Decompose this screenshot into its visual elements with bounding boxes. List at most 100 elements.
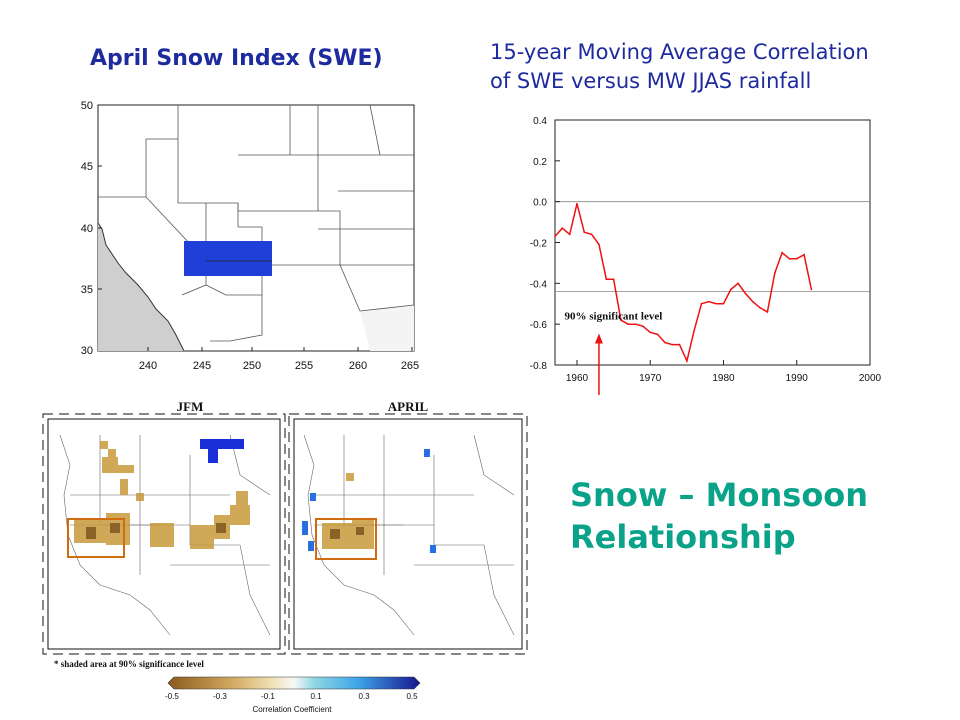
colorbar-tick: -0.3 [213,692,227,701]
data-point [708,300,710,303]
significance-footnote: * shaded area at 90% significance level [54,659,204,669]
y-tick-label: 0.4 [533,116,547,127]
y-tick-label: -0.6 [530,320,548,331]
correlation-title-line1: 15-year Moving Average Correlation [490,40,869,64]
data-point [561,227,564,230]
data-point [649,331,652,334]
map1-x-labels: 240 245 250 255 260 265 [139,360,419,372]
data-point [612,278,615,281]
lat-label: 35 [81,284,93,296]
lon-label: 260 [349,360,367,372]
data-point [620,319,622,321]
plot-frame [554,119,871,366]
data-point [671,343,674,346]
correlation-series-line [554,203,813,364]
map1-y-labels: 50 45 40 35 30 [81,100,93,357]
jfm-title: JFM [177,399,204,414]
data-point [568,233,571,236]
data-point [715,302,717,305]
lon-label: 255 [295,360,313,372]
data-point [605,278,608,281]
data-point [554,235,556,238]
data-point [693,329,695,332]
x-axis: 1960 1970 1980 1990 2000 [566,360,882,384]
significance-label: 90% significant level [565,311,663,323]
data-point [744,292,747,295]
colorbar-tick: 0.5 [406,692,418,701]
ocean-area [98,223,184,351]
data-point [737,282,739,285]
series-points [554,202,813,362]
data-point [773,272,776,274]
x-tick-label: 1970 [639,373,662,384]
lat-label: 50 [81,100,93,112]
april-title: APRIL [388,399,429,414]
x-tick-label: 1990 [786,373,809,384]
data-point [634,323,637,325]
correlation-maps: JFM APRIL [42,399,528,714]
data-point [766,311,769,313]
correlation-title: 15-year Moving Average Correlation of SW… [490,38,869,96]
data-point [795,258,798,260]
map1-ticks [98,104,413,351]
data-point [678,343,681,346]
april-map [288,413,528,655]
jfm-map [42,413,286,655]
colorbar: -0.5 -0.3 -0.1 0.1 0.3 0.5 Correlation C… [165,676,421,714]
correlation-title-line2: of SWE versus MW JJAS rainfall [490,69,812,93]
y-tick-label: 0.2 [533,157,547,168]
colorbar-tick: -0.1 [261,692,275,701]
lat-label: 40 [81,223,93,235]
lat-label: 30 [81,345,93,357]
y-axis: 0.4 0.2 0.0 -0.2 -0.4 -0.6 -0.8 [530,116,560,372]
colorbar-label: Correlation Coefficient [252,705,332,714]
lon-label: 240 [139,360,157,372]
y-tick-label: -0.8 [530,361,548,372]
x-tick-label: 2000 [859,373,882,384]
lon-label: 265 [401,360,419,372]
april-region-box [315,518,377,560]
data-point [590,233,593,236]
heading-line1: Snow – Monsoon [570,476,869,514]
data-point [722,302,725,305]
snow-monsoon-heading: Snow – Monsoon Relationship [570,474,868,558]
colorbar-strip [167,676,421,690]
data-point [730,288,732,291]
lon-label: 250 [243,360,261,372]
correlation-line-chart: 0.40.20.0-0.2-0.4-0.6-0.8 1960 1970 1980 19… [530,116,882,395]
lon-label: 245 [193,360,211,372]
data-point [627,323,630,325]
data-point [576,202,578,205]
heading-line2: Relationship [570,518,796,556]
colorbar-tick: 0.3 [358,692,370,701]
reference-lines [555,201,870,292]
x-tick-label: 1980 [712,373,735,384]
data-point [642,325,644,328]
y-tick-label: -0.4 [530,279,548,290]
data-point [656,333,659,336]
gulf-area [360,305,414,351]
data-point [781,251,783,254]
y-tick-label: 0.0 [533,198,547,209]
data-point [583,231,586,234]
data-point [810,288,813,291]
data-point [664,341,666,344]
snow-index-map: 50 45 40 35 30 240 245 250 255 260 265 [81,100,419,372]
data-point [686,360,688,362]
snow-index-box [184,241,272,276]
lat-label: 45 [81,161,93,173]
data-point [803,253,805,256]
jfm-region-box [67,518,125,558]
colorbar-tick: -0.5 [165,692,179,701]
arrow-head [594,333,603,344]
data-point [751,300,754,303]
coastline [97,222,185,352]
x-tick-label: 1960 [566,373,589,384]
colorbar-tick: 0.1 [310,692,322,701]
y-tick-label: -0.2 [530,239,548,250]
data-point [598,243,600,246]
data-point [700,302,703,305]
snow-index-title: April Snow Index (SWE) [90,46,383,71]
state-borders [98,104,415,342]
data-point [759,307,761,309]
